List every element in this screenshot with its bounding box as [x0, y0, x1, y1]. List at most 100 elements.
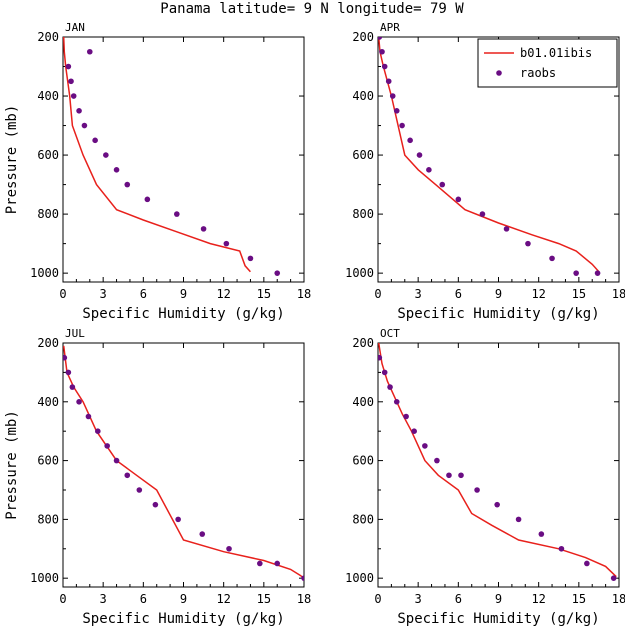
- raobs-point: [411, 428, 417, 434]
- legend: b01.01ibis raobs: [477, 38, 618, 88]
- raobs-point: [85, 413, 92, 420]
- x-tick-label: 3: [100, 287, 107, 301]
- raobs-point: [446, 472, 452, 479]
- panel-jul: 0 3 6 9 12 15 18 200 400 600 800 1000 JUL Specific Hu…: [4, 327, 311, 627]
- panel-label: JAN: [65, 21, 85, 34]
- raobs-point: [200, 226, 207, 232]
- series-line-b01-01ibis: [63, 37, 251, 273]
- y-tick-label: 600: [37, 148, 59, 162]
- x-tick-label: 0: [59, 287, 66, 301]
- x-axis-label: Specific Humidity (g/kg): [82, 306, 284, 322]
- x-tick-label: 18: [612, 287, 625, 301]
- raobs-point: [113, 167, 120, 173]
- raobs-point: [144, 196, 151, 203]
- raobs-point: [474, 487, 480, 493]
- raobs-point: [301, 575, 304, 581]
- x-tick-label: 6: [140, 592, 147, 606]
- series-points-raobs: [65, 48, 281, 276]
- raobs-point: [124, 181, 131, 188]
- raobs-point: [92, 137, 98, 144]
- y-tick-label: 400: [37, 395, 59, 409]
- y-tick-label: 200: [37, 336, 59, 350]
- x-tick-label: 9: [495, 592, 502, 606]
- raobs-point: [257, 560, 263, 567]
- raobs-point: [69, 384, 76, 390]
- raobs-point: [378, 354, 383, 361]
- raobs-point: [247, 255, 254, 262]
- x-tick-label: 6: [455, 592, 462, 606]
- raobs-point: [381, 63, 388, 70]
- legend-label-model: b01.01ibis: [520, 46, 592, 60]
- raobs-point: [124, 472, 131, 479]
- raobs-point: [152, 501, 159, 508]
- raobs-point: [103, 152, 109, 158]
- legend-dot-swatch: [496, 70, 502, 76]
- raobs-point: [422, 443, 428, 449]
- x-tick-label: 3: [100, 592, 107, 606]
- raobs-point: [113, 457, 120, 464]
- y-tick-label: 400: [37, 89, 59, 103]
- y-axis-label: Pressure (mb): [4, 105, 20, 215]
- figure-title: Panama latitude= 9 N longitude= 79 W: [160, 1, 464, 17]
- panel-label: JUL: [65, 327, 85, 340]
- raobs-point: [385, 78, 392, 85]
- raobs-point: [136, 487, 143, 493]
- raobs-point: [584, 560, 590, 567]
- x-tick-label: 15: [257, 287, 271, 301]
- panel-jan: 0 3 6 9 12 15 18 200 400 600 800 1000 JAN Specific Hu…: [4, 21, 311, 322]
- x-axis-label: Specific Humidity (g/kg): [397, 306, 599, 322]
- y-tick-label: 800: [352, 512, 374, 526]
- x-tick-label: 0: [374, 287, 381, 301]
- legend-box: [477, 38, 618, 88]
- raobs-point: [455, 196, 462, 203]
- raobs-point: [81, 122, 88, 129]
- raobs-point: [594, 270, 601, 276]
- y-tick-label: 1000: [345, 571, 374, 585]
- x-tick-label: 12: [216, 592, 230, 606]
- x-tick-label: 9: [495, 287, 502, 301]
- raobs-point: [65, 63, 72, 70]
- raobs-point: [525, 240, 531, 247]
- raobs-point: [610, 575, 617, 581]
- raobs-point: [174, 211, 180, 217]
- y-tick-label: 200: [37, 30, 59, 44]
- x-tick-label: 9: [180, 287, 187, 301]
- raobs-point: [223, 240, 230, 247]
- raobs-point: [95, 428, 101, 434]
- raobs-point: [381, 369, 388, 376]
- raobs-point: [274, 560, 281, 567]
- y-tick-label: 400: [352, 89, 374, 103]
- panel-apr: 0 3 6 9 12 15 18 200 400 600 800 1000 APR Specific Hu…: [345, 21, 625, 322]
- x-tick-label: 3: [415, 592, 422, 606]
- y-tick-label: 600: [352, 148, 374, 162]
- series-line-b01-01ibis: [63, 345, 304, 579]
- raobs-point: [86, 48, 93, 55]
- x-tick-label: 0: [59, 592, 66, 606]
- raobs-point: [399, 122, 405, 129]
- x-tick-label: 15: [572, 592, 586, 606]
- series-line-b01-01ibis: [378, 37, 600, 273]
- raobs-point: [226, 545, 232, 552]
- y-tick-label: 200: [352, 30, 374, 44]
- raobs-point: [434, 457, 440, 464]
- y-tick-label: 1000: [30, 571, 59, 585]
- y-tick-label: 1000: [345, 266, 374, 280]
- raobs-point: [407, 137, 413, 144]
- y-tick-label: 200: [352, 336, 374, 350]
- raobs-point: [104, 443, 110, 449]
- plot-frame: [62, 36, 305, 283]
- raobs-point: [199, 531, 206, 537]
- x-tick-label: 6: [140, 287, 147, 301]
- x-tick-label: 3: [415, 287, 422, 301]
- y-axis-label: Pressure (mb): [4, 410, 20, 520]
- x-tick-label: 15: [572, 287, 586, 301]
- raobs-point: [573, 270, 579, 276]
- x-tick-label: 9: [180, 592, 187, 606]
- raobs-point: [76, 107, 82, 114]
- raobs-point: [549, 255, 555, 262]
- panel-label: APR: [380, 21, 400, 34]
- raobs-point: [68, 78, 74, 85]
- raobs-point: [175, 516, 181, 523]
